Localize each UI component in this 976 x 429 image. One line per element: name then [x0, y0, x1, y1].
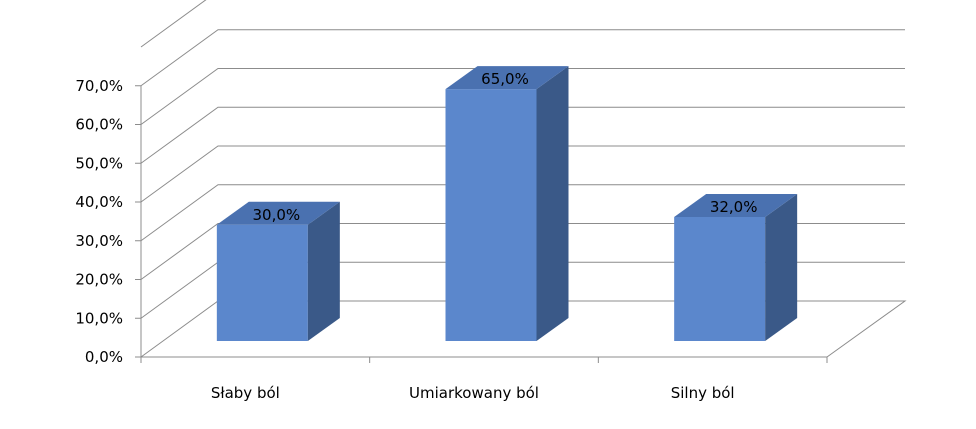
gridline	[140, 0, 207, 48]
gridline	[140, 68, 905, 125]
x-category-label: Umiarkowany ból	[409, 384, 539, 402]
bars	[216, 66, 798, 341]
y-tick-label: 0,0%	[85, 348, 123, 366]
bar-front	[674, 217, 766, 341]
y-tick-label: 70,0%	[75, 77, 123, 95]
y-tick-label: 30,0%	[75, 232, 123, 250]
bar-front	[445, 89, 537, 341]
data-label: 65,0%	[481, 70, 529, 88]
bar-side	[765, 194, 798, 341]
data-label: 32,0%	[710, 198, 758, 216]
bar-side	[307, 201, 340, 341]
gridline	[140, 29, 905, 87]
gridlines	[140, 0, 905, 319]
y-tick-label: 20,0%	[75, 271, 123, 289]
bar-front	[216, 224, 308, 341]
bar	[216, 201, 340, 341]
gridline	[140, 184, 905, 242]
gridline	[140, 106, 905, 164]
y-tick-label: 60,0%	[75, 116, 123, 134]
bar-top	[674, 194, 798, 217]
y-tick-label: 10,0%	[75, 309, 123, 327]
bar	[445, 66, 569, 341]
y-tick-label: 50,0%	[75, 154, 123, 172]
gridline	[140, 145, 905, 203]
x-category-label: Silny ból	[671, 384, 735, 402]
data-label: 30,0%	[253, 206, 301, 224]
data-labels: 30,0% 65,0% 32,0%	[253, 70, 758, 224]
x-category-label: Słaby ból	[211, 384, 280, 402]
y-tick-label: 40,0%	[75, 193, 123, 211]
y-axis-tick-labels: 0,0% 10,0% 20,0% 30,0% 40,0% 50,0% 60,0% 70,0%	[75, 77, 123, 366]
bar	[674, 194, 798, 341]
bar-side	[536, 66, 569, 341]
bar-top	[445, 66, 569, 90]
x-axis-category-labels: Słaby ból Umiarkowany ból Silny ból	[211, 384, 735, 402]
bar-top	[216, 201, 340, 225]
